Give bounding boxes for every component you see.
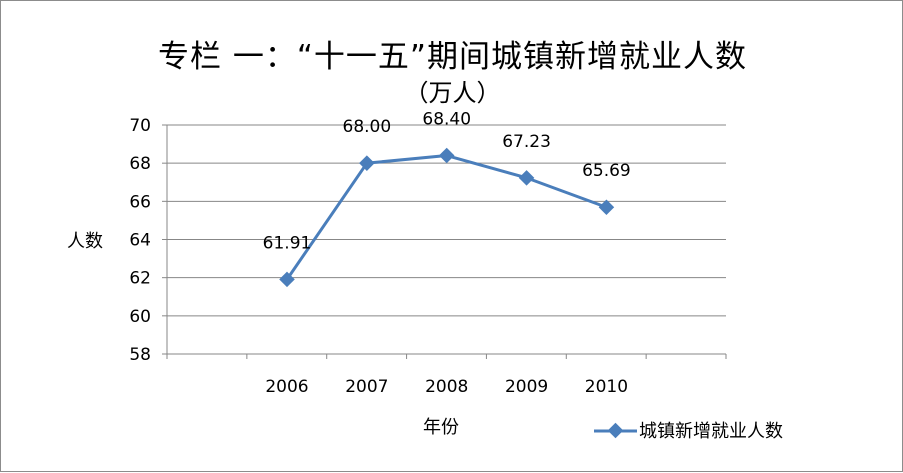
y-axis-label: 人数	[67, 231, 103, 252]
y-tick-label: 66	[129, 192, 151, 212]
y-tick-label: 64	[129, 231, 151, 251]
y-tick-label: 60	[129, 307, 151, 327]
x-tick-label: 2007	[345, 377, 388, 397]
data-label: 65.69	[582, 161, 631, 181]
series-line	[279, 147, 615, 288]
x-tick-label: 2006	[265, 377, 308, 397]
y-tick-label: 70	[129, 116, 151, 136]
gridlines	[167, 124, 726, 355]
chart-title: 专栏 一：“十一五”期间城镇新增就业人数	[158, 39, 747, 75]
data-point	[359, 155, 375, 171]
data-point	[518, 170, 535, 186]
data-point	[438, 147, 455, 164]
x-tick-labels: 2006 2007 2008 2009 2010	[265, 377, 628, 397]
x-axis-label: 年份	[423, 417, 459, 438]
chart-subtitle: （万人）	[404, 79, 501, 107]
x-tick-label: 2009	[505, 377, 548, 397]
legend: 城镇新增就业人数	[594, 421, 783, 442]
data-label: 67.23	[502, 132, 551, 152]
y-tick-label: 62	[129, 269, 151, 289]
data-point	[598, 199, 615, 216]
y-tick-label: 58	[129, 345, 151, 365]
x-tick-label: 2008	[425, 377, 468, 397]
y-tick-labels: 58 60 62 64 66 68 70	[129, 116, 151, 365]
legend-marker	[607, 422, 624, 439]
axes	[162, 124, 727, 359]
legend-label: 城镇新增就业人数	[639, 421, 783, 442]
data-label: 61.91	[263, 233, 312, 253]
x-tick-label: 2010	[585, 377, 628, 397]
series-line-0	[285, 154, 607, 281]
data-label: 68.00	[343, 117, 392, 137]
data-labels: 61.91 68.00 68.40 67.23 65.69	[263, 110, 631, 254]
data-label: 68.40	[422, 110, 471, 130]
y-tick-label: 68	[129, 154, 151, 174]
